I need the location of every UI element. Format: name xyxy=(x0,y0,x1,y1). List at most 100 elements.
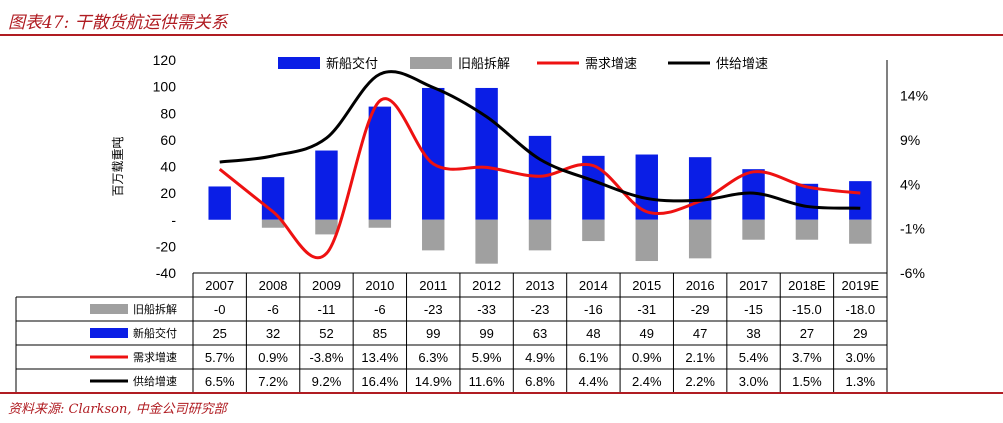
bar-旧船拆解 xyxy=(315,219,338,235)
data-label: 5.7% xyxy=(205,350,235,365)
data-table: 2007 2008 2009 2010 2011 2012 2013 2014 2015 2016… xyxy=(15,272,888,392)
data-label: 9.2% xyxy=(312,374,342,389)
data-label: -18.0 xyxy=(845,302,875,317)
bar-新船交付 xyxy=(688,157,712,220)
data-label: 63 xyxy=(533,326,547,341)
x-tick-label: 2008 xyxy=(259,278,288,293)
data-label: 14.9% xyxy=(415,374,452,389)
bar-旧船拆解 xyxy=(475,219,498,264)
bar-新船交付 xyxy=(208,186,231,220)
data-label: -23 xyxy=(531,302,550,317)
source-note: 资料来源: Clarkson, 中金公司研究部 xyxy=(8,402,227,417)
data-label: -33 xyxy=(477,302,496,317)
bar-旧船拆解 xyxy=(368,219,392,228)
x-tick-label: 2014 xyxy=(579,278,608,293)
data-label: 38 xyxy=(746,326,760,341)
y2-tick-label: -6% xyxy=(900,265,925,281)
x-tick-label: 2007 xyxy=(205,278,234,293)
data-label: 6.3% xyxy=(418,350,448,365)
y2-tick-label: 14% xyxy=(900,88,928,104)
data-label: -23 xyxy=(424,302,443,317)
data-label: -6 xyxy=(267,302,279,317)
bars xyxy=(208,87,872,264)
footer-rule xyxy=(0,392,1003,394)
data-label: 2.1% xyxy=(685,350,715,365)
y-axis-left: 120 100 80 60 40 20 - -20 -40 百万载重吨 xyxy=(111,52,176,281)
table-row-label: 供给增速 xyxy=(133,374,177,388)
legend-label: 新船交付 xyxy=(326,56,378,71)
table-row-label: 需求增速 xyxy=(133,350,177,364)
bar-旧船拆解 xyxy=(422,219,445,251)
data-label: 25 xyxy=(212,326,226,341)
data-label: -11 xyxy=(318,302,336,317)
data-label: -0 xyxy=(214,302,226,317)
table-row-label: 新船交付 xyxy=(133,326,177,340)
bar-旧船拆解 xyxy=(528,219,552,251)
data-label: 0.9% xyxy=(258,350,288,365)
table-key-swatch xyxy=(90,304,128,314)
data-label: 6.8% xyxy=(525,374,555,389)
data-label: 99 xyxy=(479,326,493,341)
bar-旧船拆解 xyxy=(742,219,765,240)
data-label: 2.2% xyxy=(685,374,715,389)
y-tick-label: -20 xyxy=(156,238,176,254)
data-label: -16 xyxy=(584,302,603,317)
lines xyxy=(218,70,861,260)
bar-新船交付 xyxy=(849,181,872,220)
chart: 新船交付 旧船拆解 需求增速 供给增速 12010080604020--20-40百万… xyxy=(15,52,928,392)
y-axis-right: 14% 9% 4% -1% -6% xyxy=(886,60,928,281)
data-label: 11.6% xyxy=(469,374,505,389)
data-label: 0.9% xyxy=(632,350,662,365)
y-tick-label: 120 xyxy=(153,52,177,68)
legend-label: 需求增速 xyxy=(585,56,637,71)
legend-swatch xyxy=(410,57,452,69)
data-label: 2.4% xyxy=(632,374,662,389)
data-label: 85 xyxy=(373,326,387,341)
line-需求增速 xyxy=(218,97,861,260)
data-label: 7.2% xyxy=(258,374,288,389)
data-label: 5.9% xyxy=(472,350,502,365)
y-tick-label: 40 xyxy=(160,159,176,175)
x-tick-label: 2018E xyxy=(788,278,826,293)
y2-tick-label: 4% xyxy=(900,176,920,192)
bar-旧船拆解 xyxy=(261,219,285,228)
bar-新船交付 xyxy=(528,135,552,220)
y2-tick-label: 9% xyxy=(900,132,920,148)
data-label: 1.3% xyxy=(845,374,875,389)
bar-新船交付 xyxy=(368,106,392,220)
x-tick-label: 2017 xyxy=(739,278,768,293)
data-label: 52 xyxy=(319,326,333,341)
data-label: 5.4% xyxy=(739,350,769,365)
bar-新船交付 xyxy=(635,154,658,220)
data-label: -15.0 xyxy=(792,302,822,317)
y-tick-label: 80 xyxy=(160,105,176,121)
bar-旧船拆解 xyxy=(635,219,658,262)
x-tick-label: 2012 xyxy=(472,278,501,293)
data-label: 4.4% xyxy=(579,374,609,389)
table-key-swatch xyxy=(90,328,128,338)
x-tick-label: 2019E xyxy=(842,278,880,293)
data-label: 29 xyxy=(853,326,867,341)
data-label: 3.0% xyxy=(845,350,875,365)
x-tick-label: 2011 xyxy=(419,278,447,293)
y-axis-title: 百万载重吨 xyxy=(111,136,125,196)
y-tick-label: -40 xyxy=(156,265,176,281)
y-tick-label: 60 xyxy=(160,132,176,148)
data-label: 27 xyxy=(800,326,814,341)
table-row-label: 旧船拆解 xyxy=(133,302,177,316)
data-label: -31 xyxy=(637,302,656,317)
legend-label: 供给增速 xyxy=(716,56,768,71)
data-label: 48 xyxy=(586,326,600,341)
data-label: -29 xyxy=(691,302,710,317)
data-label: 4.9% xyxy=(525,350,555,365)
data-label: 47 xyxy=(693,326,707,341)
data-label: 13.4% xyxy=(361,350,398,365)
data-label: -15 xyxy=(744,302,763,317)
data-label: 16.4% xyxy=(361,374,398,389)
y-tick-label: - xyxy=(171,212,176,228)
y2-tick-label: -1% xyxy=(900,221,925,237)
title-bar: 图表47: 干散货航运供需关系 xyxy=(0,0,1003,38)
bar-旧船拆解 xyxy=(849,219,872,244)
data-label: 3.0% xyxy=(739,374,769,389)
bar-新船交付 xyxy=(422,87,445,220)
